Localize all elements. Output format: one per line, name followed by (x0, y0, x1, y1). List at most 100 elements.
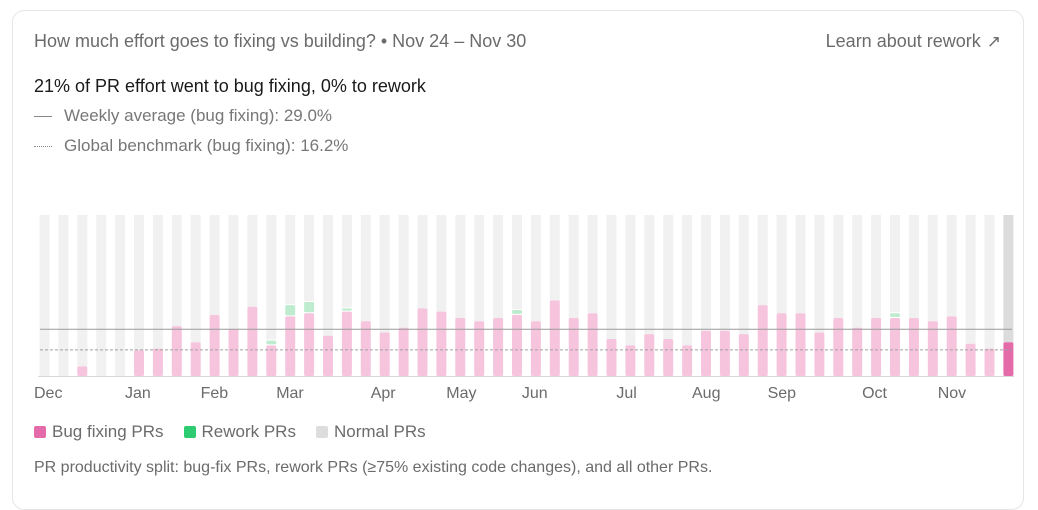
bar-normal-35 (701, 215, 711, 331)
bar-bug-26 (530, 321, 541, 376)
bar-bug-21 (436, 311, 447, 376)
rework-swatch (183, 426, 196, 438)
effort-chart: Dec Jan Feb Mar Apr May Jun Jul Aug Sep Oct Nov (34, 215, 1014, 402)
bar-normal-8 (190, 215, 201, 343)
bar-bug-27 (549, 300, 560, 376)
bar-bug-32 (644, 334, 655, 376)
x-tick-label-feb: Feb (201, 385, 229, 402)
bar-bug-48 (946, 316, 957, 376)
bar-normal-4 (115, 215, 126, 376)
bar-bug-31 (625, 345, 636, 376)
bar-rework-13 (285, 305, 296, 316)
bar-normal-29 (587, 215, 598, 314)
bar-normal-21 (436, 215, 447, 312)
bar-bug-24 (493, 318, 504, 376)
bar-normal-15 (323, 215, 333, 336)
bar-bug-19 (398, 327, 409, 376)
legend-normal-label: Normal PRs (333, 422, 426, 441)
bar-bug-6 (152, 348, 163, 376)
bar-bug-23 (474, 321, 485, 376)
bar-normal-41 (814, 215, 825, 333)
bar-bug-49 (965, 343, 976, 376)
bar-normal-51 (1003, 215, 1014, 343)
bar-normal-38 (757, 215, 768, 306)
normal-swatch (315, 426, 328, 438)
bar-bug-50 (984, 348, 995, 376)
x-tick-label-jun: Jun (522, 385, 548, 402)
bar-bug-8 (190, 342, 201, 376)
legend-item-normal[interactable]: Normal PRs (315, 422, 426, 442)
bar-normal-6 (152, 215, 163, 349)
bar-bug-35 (701, 330, 711, 376)
bar-bug-14 (304, 313, 315, 376)
bar-bug-51 (1003, 342, 1014, 376)
legend-rework-label: Rework PRs (201, 422, 296, 441)
bar-bug-13 (285, 316, 296, 376)
legend-item-rework[interactable]: Rework PRs (183, 422, 296, 442)
bar-normal-3 (96, 215, 107, 376)
bar-bug-44 (871, 318, 882, 376)
bar-normal-42 (833, 215, 844, 319)
weekly-average-label: Weekly average (bug fixing): 29.0% (64, 106, 333, 125)
x-tick-label-apr: Apr (371, 385, 397, 402)
summary-headline: 21% of PR effort went to bug fixing, 0% … (34, 76, 426, 96)
bar-bug-12 (266, 345, 277, 376)
legend-item-bug-fixing[interactable]: Bug fixing PRs (34, 422, 164, 442)
bar-bug-28 (568, 318, 579, 376)
dotted-line-icon (34, 145, 52, 147)
bar-rework-14 (304, 301, 315, 313)
solid-line-icon (34, 115, 52, 117)
global-benchmark-row: Global benchmark (bug fixing): 16.2% (34, 136, 348, 156)
bar-normal-47 (927, 215, 938, 322)
bar-normal-43 (852, 215, 863, 328)
x-tick-label-sep: Sep (768, 385, 797, 402)
card-title: How much effort goes to fixing vs buildi… (34, 31, 527, 51)
bar-rework-12 (266, 340, 277, 345)
bar-normal-36 (719, 215, 730, 331)
bar-bug-43 (852, 327, 863, 376)
bar-bug-42 (833, 318, 844, 376)
bar-normal-34 (682, 215, 693, 346)
x-tick-label-dec: Dec (34, 385, 62, 402)
bar-normal-1 (58, 215, 69, 376)
bar-bug-34 (682, 345, 693, 376)
bar-bug-29 (587, 313, 598, 376)
bar-normal-17 (360, 215, 371, 322)
bar-normal-0 (39, 215, 50, 376)
bar-bug-11 (247, 306, 258, 376)
bar-normal-25 (512, 215, 522, 309)
bar-normal-39 (776, 215, 787, 314)
bar-rework-16 (341, 308, 352, 311)
bar-normal-24 (493, 215, 504, 319)
learn-about-rework-link[interactable]: Learn about rework ↗ (826, 31, 1001, 52)
bar-normal-50 (984, 215, 995, 349)
bar-normal-11 (247, 215, 258, 307)
bar-normal-31 (625, 215, 636, 346)
bar-normal-12 (266, 215, 277, 340)
bar-normal-19 (398, 215, 409, 328)
bar-normal-45 (890, 215, 900, 313)
bar-bug-18 (379, 332, 390, 376)
bar-bug-30 (606, 338, 617, 376)
arrow-up-right-icon: ↗ (986, 31, 1001, 51)
bar-normal-9 (209, 215, 220, 315)
bar-bug-37 (738, 334, 749, 376)
bar-bug-38 (757, 305, 768, 376)
bar-normal-30 (606, 215, 617, 339)
bar-normal-14 (304, 215, 315, 301)
bar-bug-20 (417, 308, 428, 376)
chart-footnote: PR productivity split: bug-fix PRs, rewo… (34, 459, 713, 476)
bar-normal-13 (285, 215, 296, 305)
bar-bug-17 (360, 321, 371, 376)
bar-bug-10 (228, 329, 239, 376)
bar-bug-39 (776, 313, 787, 376)
bar-normal-16 (341, 215, 352, 308)
bar-bug-45 (890, 318, 900, 376)
bar-normal-32 (644, 215, 655, 335)
bar-normal-27 (549, 215, 560, 301)
x-tick-label-nov: Nov (938, 385, 966, 402)
bar-normal-10 (228, 215, 239, 330)
bar-bug-15 (323, 335, 333, 376)
bar-normal-5 (134, 215, 144, 351)
chart-legend: Bug fixing PRs Rework PRs Normal PRs (34, 422, 426, 442)
